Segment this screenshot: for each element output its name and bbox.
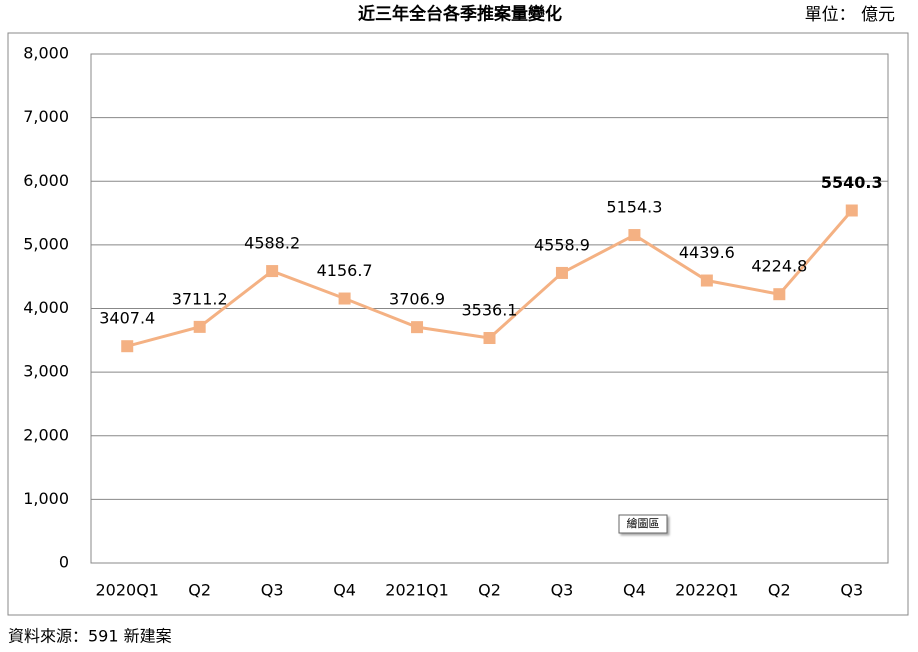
y-tick-label: 8,000 bbox=[23, 44, 69, 63]
chart-title: 近三年全台各季推案量變化 bbox=[358, 4, 562, 25]
x-tick-label: Q4 bbox=[623, 581, 646, 600]
chart-frame bbox=[7, 32, 909, 616]
point-marker bbox=[773, 288, 786, 301]
x-tick-label: Q2 bbox=[188, 581, 211, 600]
point-marker bbox=[628, 229, 641, 242]
x-tick-label: Q3 bbox=[840, 581, 863, 600]
x-tick-label: Q4 bbox=[333, 581, 356, 600]
unit-label: 單位： 億元 bbox=[805, 5, 895, 25]
x-tick-label: Q2 bbox=[768, 581, 791, 600]
x-tick-label: 2022Q1 bbox=[675, 581, 739, 600]
y-tick-label: 0 bbox=[59, 553, 69, 572]
data-label: 3536.1 bbox=[462, 301, 518, 320]
y-tick-label: 4,000 bbox=[23, 298, 69, 317]
point-marker bbox=[338, 292, 351, 305]
y-tick-label: 3,000 bbox=[23, 362, 69, 381]
x-tick-label: 2020Q1 bbox=[95, 581, 159, 600]
tooltip-text: 繪圖區 bbox=[627, 516, 660, 530]
data-label: 4588.2 bbox=[244, 234, 300, 253]
point-marker bbox=[193, 320, 206, 333]
data-label: 4558.9 bbox=[534, 235, 590, 254]
x-tick-label: Q3 bbox=[551, 581, 574, 600]
point-marker bbox=[121, 340, 134, 353]
point-marker bbox=[266, 265, 279, 278]
tooltip: 繪圖區 bbox=[618, 514, 668, 534]
point-marker bbox=[845, 204, 858, 217]
point-marker bbox=[411, 321, 424, 334]
y-tick-label: 7,000 bbox=[23, 107, 69, 126]
data-label: 3407.4 bbox=[99, 309, 155, 328]
data-label: 5154.3 bbox=[606, 198, 662, 217]
data-label: 5540.3 bbox=[821, 173, 883, 192]
tooltip-box bbox=[618, 514, 668, 534]
data-label: 4156.7 bbox=[317, 261, 373, 280]
y-tick-label: 6,000 bbox=[23, 171, 69, 190]
data-label: 4224.8 bbox=[751, 257, 807, 276]
y-tick-label: 5,000 bbox=[23, 234, 69, 253]
x-tick-label: Q3 bbox=[261, 581, 284, 600]
y-tick-label: 1,000 bbox=[23, 489, 69, 508]
source-note: 資料來源：591 新建案 bbox=[8, 627, 172, 646]
x-tick-label: 2021Q1 bbox=[385, 581, 449, 600]
point-marker bbox=[483, 332, 496, 345]
data-label: 3711.2 bbox=[172, 289, 228, 308]
data-label: 4439.6 bbox=[679, 243, 735, 262]
point-marker bbox=[700, 274, 713, 287]
point-marker bbox=[555, 266, 568, 279]
data-label: 3706.9 bbox=[389, 290, 445, 309]
x-tick-label: Q2 bbox=[478, 581, 501, 600]
y-tick-label: 2,000 bbox=[23, 425, 69, 444]
